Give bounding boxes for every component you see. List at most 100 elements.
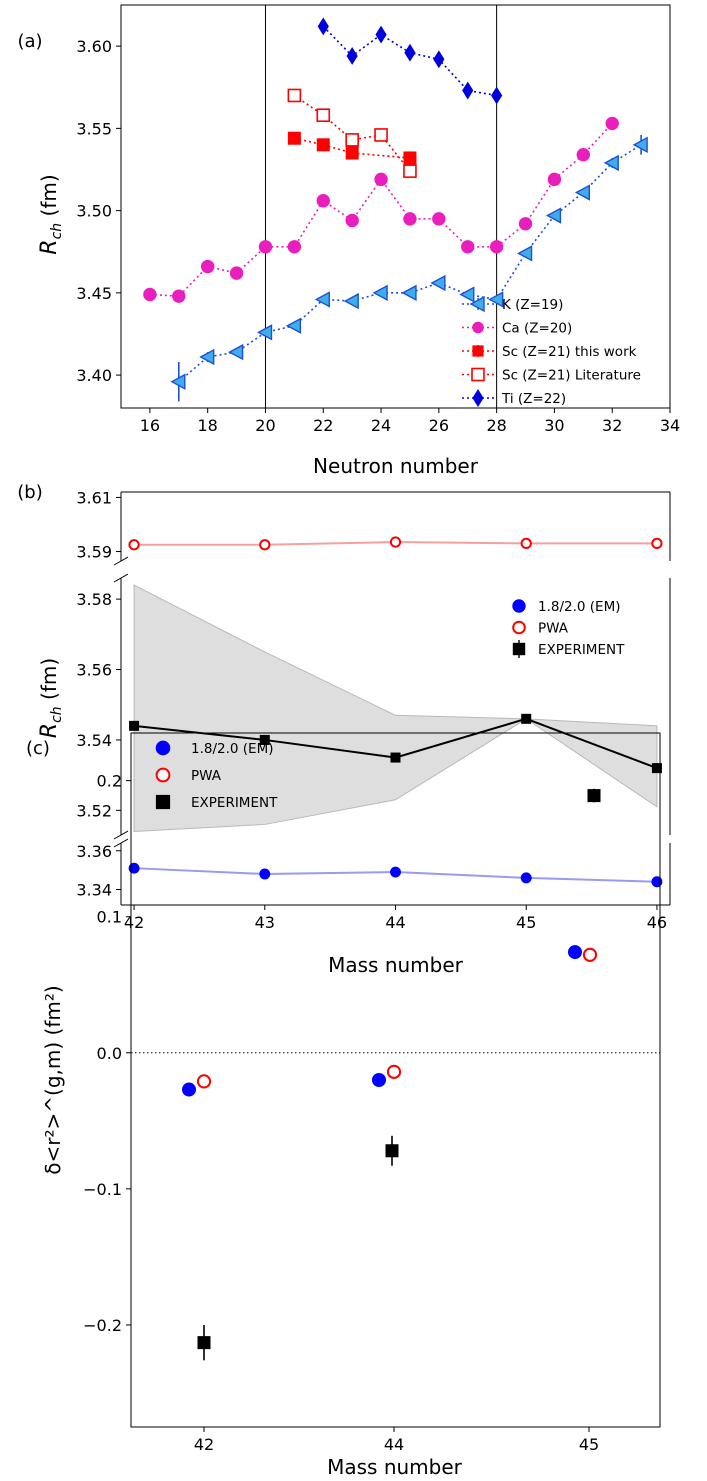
legend-marker-a-0 bbox=[469, 295, 485, 313]
point-a-4-0 bbox=[317, 17, 329, 36]
point-b-2-1 bbox=[259, 734, 270, 745]
point-a-1-12 bbox=[489, 240, 504, 254]
ytick-label-a-2: 3.50 bbox=[76, 202, 112, 221]
point-a-1-0 bbox=[143, 287, 157, 302]
legend-marker-c-0 bbox=[155, 740, 171, 756]
xtick-label-a-9: 34 bbox=[660, 416, 680, 435]
point-a-1-9 bbox=[403, 212, 417, 226]
xtick-label-b-1: 43 bbox=[255, 913, 275, 932]
series-line-a-0 bbox=[178, 144, 642, 383]
xtick-label-a-4: 24 bbox=[371, 416, 391, 435]
xtick-label-a-3: 22 bbox=[313, 416, 333, 435]
point-a-4-1 bbox=[346, 47, 358, 65]
point-b-2-0 bbox=[129, 720, 140, 731]
ytick-label-c-4: 0.2 bbox=[97, 772, 122, 791]
legend-marker-c-1 bbox=[155, 767, 171, 783]
point-a-3-2 bbox=[345, 133, 359, 147]
plot-frame-c bbox=[130, 732, 661, 1428]
point-a-0-3 bbox=[256, 324, 273, 341]
axis-break-b-1-0 bbox=[113, 830, 129, 840]
axis-break-b-0-1 bbox=[113, 573, 129, 583]
point-c-2-1 bbox=[385, 1144, 399, 1158]
xtick-label-b-4: 46 bbox=[647, 913, 667, 932]
xtick-label-c-2: 45 bbox=[579, 1435, 599, 1454]
point-a-4-6 bbox=[491, 86, 503, 105]
xtick-label-b-2: 44 bbox=[385, 913, 405, 932]
legend-label-c-2: EXPERIMENT bbox=[191, 795, 278, 811]
ytick-label-a-0: 3.40 bbox=[76, 366, 112, 385]
legend-label-a-3: Sc (Z=21) Literature bbox=[502, 368, 641, 384]
ylabel-b-sub: ch bbox=[49, 706, 65, 723]
legend-marker-a-2 bbox=[472, 345, 484, 357]
legend-label-a-1: Ca (Z=20) bbox=[502, 321, 572, 337]
point-a-4-5 bbox=[462, 81, 474, 100]
ylabel-a-sub: ch bbox=[49, 223, 65, 240]
point-a-1-8 bbox=[374, 172, 388, 187]
panel-label-a: (a) bbox=[17, 31, 42, 52]
legend-label-c-1: PWA bbox=[191, 768, 222, 784]
ylabel-b-main: R bbox=[37, 723, 62, 738]
point-a-0-9 bbox=[430, 274, 446, 292]
point-c-2-0 bbox=[197, 1336, 211, 1350]
point-a-0-15 bbox=[603, 154, 619, 172]
point-a-0-16 bbox=[632, 136, 648, 153]
series-line-a-1 bbox=[149, 122, 613, 297]
ylabel-b-unit: (fm) bbox=[37, 658, 61, 707]
point-b-0-3 bbox=[520, 872, 532, 884]
point-a-0-2 bbox=[228, 343, 244, 361]
point-b-0-2 bbox=[390, 866, 401, 878]
xtick-label-a-6: 28 bbox=[486, 416, 506, 435]
point-b-1-4 bbox=[651, 537, 663, 550]
point-b-1-0 bbox=[128, 539, 140, 551]
point-a-0-10 bbox=[459, 286, 475, 303]
xtick-label-a-7: 30 bbox=[544, 416, 564, 435]
point-a-1-6 bbox=[316, 194, 330, 208]
point-a-2-0 bbox=[287, 131, 301, 145]
point-a-0-7 bbox=[372, 284, 388, 302]
point-a-0-5 bbox=[314, 291, 330, 308]
ylabel-a-unit: (fm) bbox=[37, 174, 61, 223]
xtick-label-c-1: 44 bbox=[384, 1435, 404, 1454]
point-b-2-4 bbox=[651, 763, 662, 774]
ytick-label-c-3: 0.1 bbox=[97, 908, 122, 927]
ylabel-b: Rch (fm) bbox=[37, 658, 65, 738]
legend-label-b-2: EXPERIMENT bbox=[538, 642, 625, 658]
point-a-3-4 bbox=[403, 164, 417, 178]
xtick-label-a-8: 32 bbox=[602, 416, 622, 435]
ytick-label-b-1-0: 3.52 bbox=[76, 801, 112, 820]
point-a-1-13 bbox=[518, 217, 533, 231]
point-c-0-2 bbox=[567, 945, 583, 960]
point-c-1-1 bbox=[386, 1064, 402, 1079]
point-a-3-1 bbox=[316, 108, 331, 123]
xlabel-c: Mass number bbox=[327, 1455, 463, 1479]
ytick-label-b-2-1: 3.36 bbox=[76, 842, 112, 861]
point-b-1-1 bbox=[259, 539, 271, 551]
point-b-0-4 bbox=[651, 876, 663, 888]
ylabel-c: δ<r²>^(g,m) (fm²) bbox=[41, 985, 65, 1174]
axis-break-b-1-1 bbox=[113, 838, 129, 848]
point-a-1-14 bbox=[547, 172, 562, 187]
point-a-1-15 bbox=[576, 147, 591, 162]
panel-label-c: (c) bbox=[26, 738, 50, 759]
panel-label-b: (b) bbox=[17, 482, 42, 503]
legend-marker-a-1 bbox=[472, 321, 484, 334]
point-a-1-1 bbox=[172, 289, 186, 303]
point-b-1-3 bbox=[520, 537, 532, 550]
legend-label-c-0: 1.8/2.0 (EM) bbox=[191, 741, 274, 757]
legend-label-a-0: K (Z=19) bbox=[502, 297, 563, 313]
legend-label-a-2: Sc (Z=21) this work bbox=[502, 344, 637, 360]
ytick-label-a-1: 3.45 bbox=[76, 284, 112, 303]
point-a-2-3 bbox=[403, 151, 417, 165]
point-b-1-2 bbox=[389, 536, 402, 548]
point-a-0-11 bbox=[488, 291, 504, 308]
point-a-1-11 bbox=[461, 240, 475, 254]
plot-frame-a bbox=[120, 4, 671, 409]
xtick-label-a-2: 20 bbox=[255, 416, 275, 435]
xtick-label-a-0: 16 bbox=[140, 416, 160, 435]
point-c-0-1 bbox=[371, 1072, 387, 1088]
ytick-label-c-0: −0.2 bbox=[83, 1316, 122, 1335]
ylabel-a: Rch (fm) bbox=[37, 174, 65, 254]
point-a-4-2 bbox=[375, 25, 387, 44]
legend-marker-a-4 bbox=[472, 389, 484, 407]
